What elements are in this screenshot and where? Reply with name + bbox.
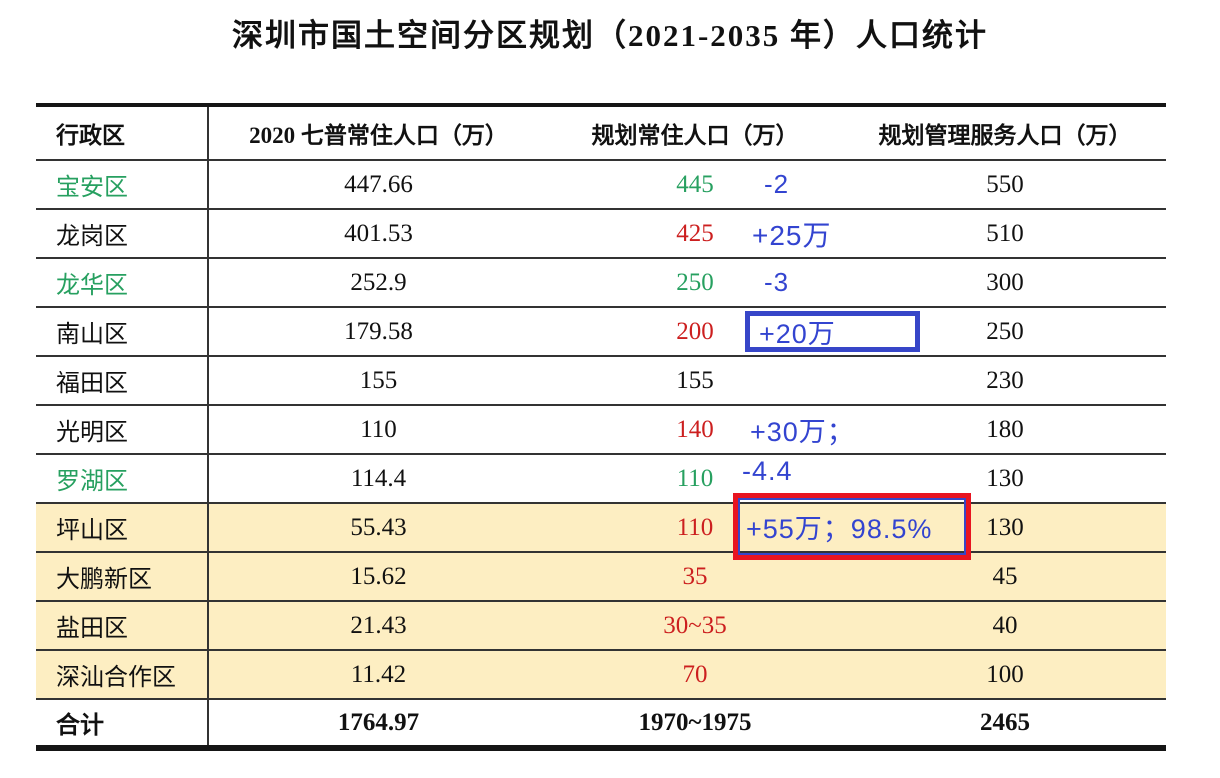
total-census-population: 1764.97 [337, 708, 420, 736]
planned-population-value: 250 [676, 268, 714, 296]
district-name: 宝安区 [56, 175, 128, 201]
page-title: 深圳市国土空间分区规划（2021-2035 年）人口统计 [231, 18, 989, 53]
service-population-value: 180 [986, 415, 1024, 443]
district-name: 盐田区 [56, 616, 128, 642]
population-statistics-table: 行政区 2020 七普常住人口（万） 规划常住人口（万） 规划管理服务人口（万）… [36, 103, 1166, 751]
column-divider-line [207, 107, 209, 745]
table-row: 龙华区 252.9 250 -3 300 [36, 259, 1166, 308]
table-total-row: 合计 1764.97 1970~1975 2465 [36, 700, 1166, 745]
district-name: 大鹏新区 [56, 567, 152, 593]
census-population-value: 110 [360, 415, 397, 443]
total-service-population: 2465 [980, 708, 1030, 736]
table-row: 南山区 179.58 200 +20万 250 [36, 308, 1166, 357]
district-name: 福田区 [56, 371, 128, 397]
census-population-value: 114.4 [350, 464, 407, 492]
district-name: 光明区 [56, 420, 128, 446]
table-row: 福田区 155 155 230 [36, 357, 1166, 406]
district-name: 南山区 [56, 322, 128, 348]
table-header-row: 行政区 2020 七普常住人口（万） 规划常住人口（万） 规划管理服务人口（万） [36, 107, 1166, 161]
district-name: 坪山区 [56, 518, 128, 544]
planned-population-value: 445 [676, 170, 714, 198]
census-population-value: 15.62 [350, 562, 407, 590]
handwritten-annotation: +25万 [752, 219, 832, 251]
header-service-population: 规划管理服务人口（万） [878, 123, 1132, 148]
service-population-value: 40 [992, 611, 1018, 639]
table-row: 光明区 110 140 +30万； 180 [36, 406, 1166, 455]
service-population-value: 300 [986, 268, 1024, 296]
handwritten-annotation: +55万；98.5% [733, 493, 971, 560]
header-census-population: 2020 七普常住人口（万） [249, 123, 508, 148]
planned-population-value: 155 [676, 366, 714, 394]
census-population-value: 21.43 [350, 611, 407, 639]
district-name: 龙华区 [56, 273, 128, 299]
table-body: 宝安区 447.66 445 -2 550 龙岗区 401.53 425 +25… [36, 161, 1166, 700]
service-population-value: 100 [986, 660, 1024, 688]
table-row: 龙岗区 401.53 425 +25万 510 [36, 210, 1166, 259]
service-population-value: 45 [992, 562, 1018, 590]
census-population-value: 55.43 [350, 513, 407, 541]
planned-population-value: 70 [682, 660, 708, 688]
planned-population-value: 35 [682, 562, 708, 590]
service-population-value: 130 [986, 513, 1024, 541]
service-population-value: 550 [986, 170, 1024, 198]
handwritten-annotation: +30万； [750, 417, 855, 447]
planned-population-value: 30~35 [663, 611, 727, 639]
census-population-value: 155 [359, 366, 398, 394]
census-population-value: 401.53 [344, 219, 413, 247]
planned-population-value: 200 [676, 317, 714, 345]
table-row: 宝安区 447.66 445 -2 550 [36, 161, 1166, 210]
table-row: 深汕合作区 11.42 70 100 [36, 651, 1166, 700]
service-population-value: 130 [986, 464, 1024, 492]
district-name: 龙岗区 [56, 224, 128, 250]
planned-population-value: 140 [676, 415, 714, 443]
census-population-value: 11.42 [350, 660, 407, 688]
header-planned-population: 规划常住人口（万） [591, 123, 799, 148]
service-population-value: 230 [986, 366, 1024, 394]
handwritten-annotation: -3 [764, 267, 790, 297]
census-population-value: 447.66 [344, 170, 413, 198]
district-name: 罗湖区 [56, 469, 128, 495]
handwritten-annotation: +20万 [745, 311, 920, 352]
total-planned-population: 1970~1975 [638, 708, 752, 736]
table-row: 罗湖区 114.4 110 -4.4 130 [36, 455, 1166, 504]
header-district: 行政区 [56, 123, 125, 148]
table-row: 坪山区 55.43 110 +55万；98.5% 130 [36, 493, 1166, 560]
census-population-value: 252.9 [350, 268, 407, 296]
district-name: 深汕合作区 [56, 665, 176, 691]
census-population-value: 179.58 [344, 317, 413, 345]
planned-population-value: 110 [676, 464, 714, 492]
planned-population-value: 110 [676, 513, 714, 541]
table-row: 大鹏新区 15.62 35 45 [36, 553, 1166, 602]
total-label: 合计 [56, 713, 104, 739]
planned-population-value: 425 [676, 219, 714, 247]
table-row: 盐田区 21.43 30~35 40 [36, 602, 1166, 651]
service-population-value: 510 [986, 219, 1024, 247]
handwritten-annotation: -4.4 [742, 456, 793, 486]
handwritten-annotation: -2 [764, 169, 790, 199]
service-population-value: 250 [986, 317, 1024, 345]
